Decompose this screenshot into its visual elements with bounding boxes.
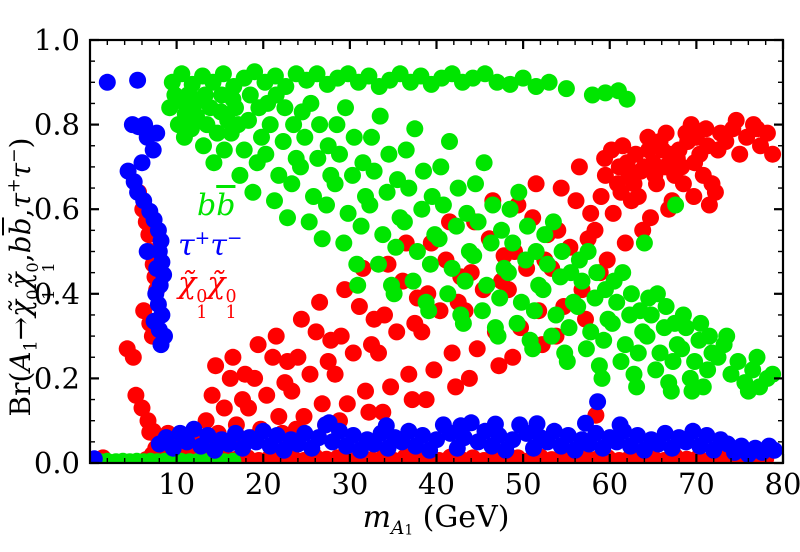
label-segment: b xyxy=(4,235,37,254)
label-segment: ) xyxy=(4,137,37,149)
y-tick-label: 0.6 xyxy=(34,192,80,226)
legend-item-tau-pair: τ+τ− xyxy=(178,228,242,263)
series-tau-pair xyxy=(91,71,782,462)
label-segment: Br( xyxy=(4,371,37,417)
label-segment: m xyxy=(362,500,392,535)
label-segment: + xyxy=(194,228,211,249)
x-axis-label: mA1 (GeV) xyxy=(286,500,586,539)
label-segment: χ̃ xyxy=(4,299,37,317)
y-tick-label: 0.8 xyxy=(34,108,80,142)
x-tick-label: 70 xyxy=(678,467,715,501)
label-segment: b xyxy=(197,188,217,223)
x-tick-label: 60 xyxy=(591,467,628,501)
label-segment: + xyxy=(4,178,25,194)
legend-item-neutralino-pair: χ̃ 0 1 χ̃ 0 1 xyxy=(178,266,237,322)
x-tick-label: 40 xyxy=(418,467,455,501)
plot-frame xyxy=(88,38,785,465)
label-segment: τ xyxy=(210,228,227,263)
label-segment: τ xyxy=(178,228,195,263)
label-segment: b xyxy=(4,217,37,236)
x-tick-label: 20 xyxy=(245,467,282,501)
label-segment: − xyxy=(4,148,25,163)
y-axis-label: Br(A1→χ̃ 0 1 χ̃ 0 1 ,bb,τ+τ−) xyxy=(4,47,58,507)
y-tick-label: 0.2 xyxy=(34,361,80,395)
label-segment: , xyxy=(4,208,37,218)
label-segment: − xyxy=(226,228,243,249)
x-tick-label: 50 xyxy=(505,467,542,501)
label-segment: A xyxy=(4,351,37,372)
x-tick-label: 30 xyxy=(331,467,368,501)
label-segment: τ xyxy=(4,193,37,209)
label-segment: 1 xyxy=(404,522,414,539)
y-tick-label: 0.0 xyxy=(34,446,80,480)
label-segment: χ̃ xyxy=(178,266,197,301)
series-b-bbar xyxy=(91,63,782,462)
legend-item-b-bbar: bb xyxy=(197,188,235,223)
x-tick-label: 80 xyxy=(765,467,800,501)
y-tick-label: 0.4 xyxy=(34,277,80,311)
y-tick-labels: 0.0 0.2 0.4 0.6 0.8 1.0 xyxy=(34,23,80,480)
label-segment: χ̃ xyxy=(4,272,37,290)
label-segment: 1 xyxy=(21,340,42,352)
label-segment: , xyxy=(4,253,37,263)
label-segment: τ xyxy=(4,163,37,179)
x-tick-labels: 10 20 30 40 50 60 70 80 xyxy=(158,467,800,501)
x-tick-label: 10 xyxy=(158,467,195,501)
label-segment: → xyxy=(4,316,37,341)
label-segment: (GeV) xyxy=(413,500,510,535)
y-tick-label: 1.0 xyxy=(34,23,80,57)
label-segment: b xyxy=(216,188,236,223)
label-segment: A xyxy=(391,518,405,539)
label-segment: χ̃ xyxy=(207,266,226,301)
